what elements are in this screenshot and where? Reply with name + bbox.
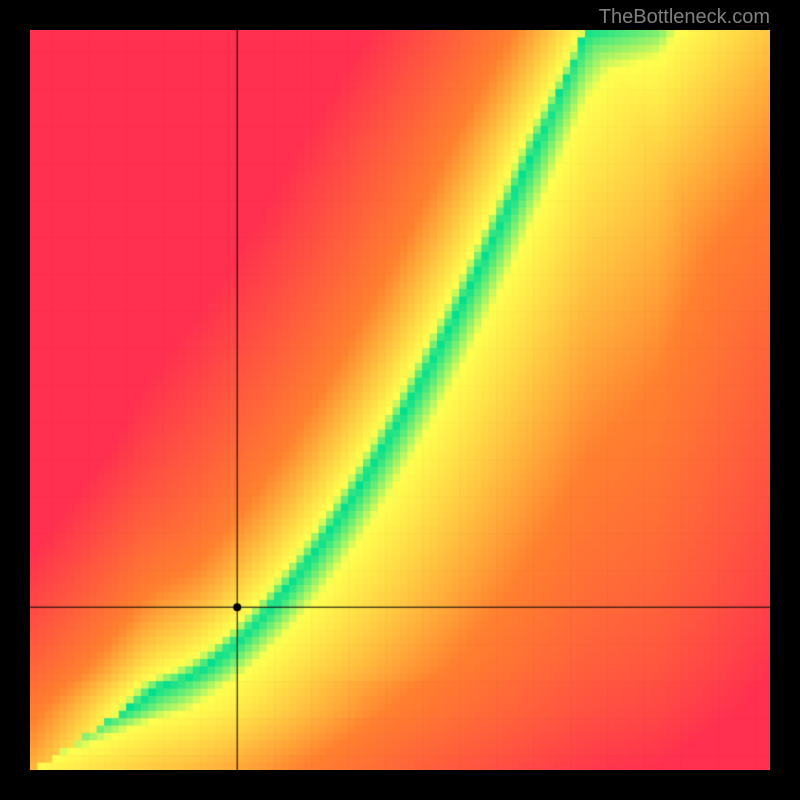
heatmap-canvas [30, 30, 770, 770]
heatmap-plot [30, 30, 770, 770]
watermark-text: TheBottleneck.com [599, 6, 770, 29]
chart-container: TheBottleneck.com [0, 0, 800, 800]
